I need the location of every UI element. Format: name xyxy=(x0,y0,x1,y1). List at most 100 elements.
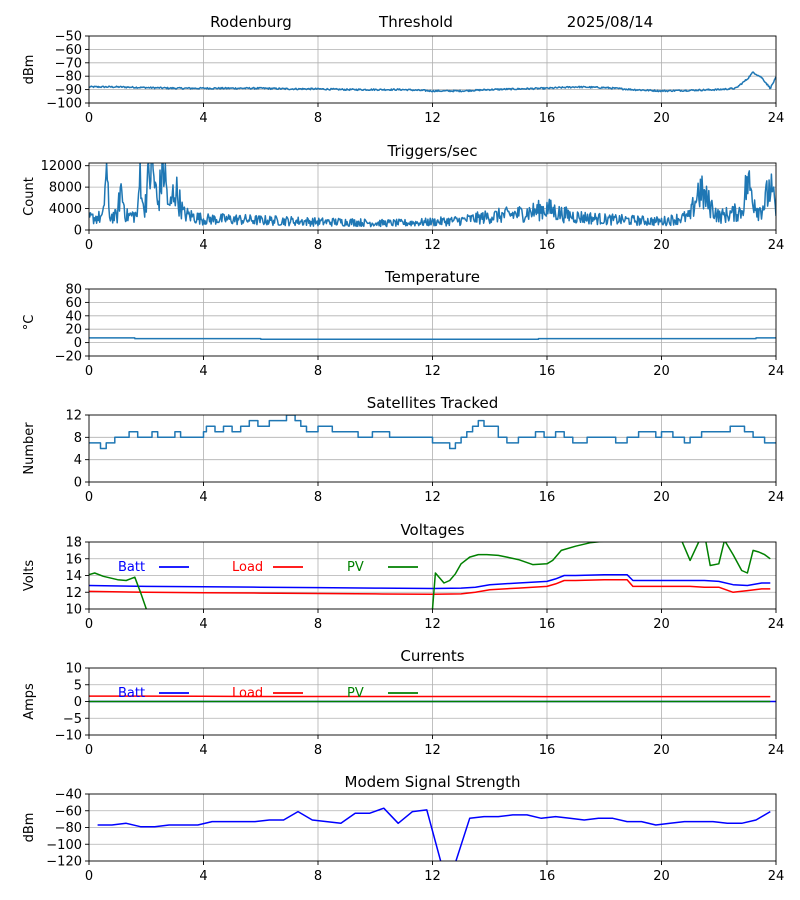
x-tick-label: 24 xyxy=(768,617,785,632)
y-tick-label: 0 xyxy=(74,476,82,491)
x-tick-label: 0 xyxy=(85,238,93,253)
y-tick-label: 60 xyxy=(65,296,82,311)
x-tick-label: 20 xyxy=(653,111,670,126)
x-tick-label: 20 xyxy=(653,238,670,253)
x-tick-label: 4 xyxy=(199,238,207,253)
series-group xyxy=(97,807,771,861)
panel-triggers: 0 4 8 12 16 20 24 0 4000 8000 12000 Triggers/sec Cou… xyxy=(22,142,785,253)
x-tick-label: 16 xyxy=(539,869,556,884)
y-tick-label: −20 xyxy=(55,350,82,365)
x-tick-label: 12 xyxy=(424,111,441,126)
series-group xyxy=(89,71,776,93)
legend-label-pv: PV xyxy=(347,686,364,701)
series-line-temperature xyxy=(89,337,776,341)
legend-label-batt: Batt xyxy=(118,560,145,575)
panel-signal: 0 4 8 12 16 20 24 −100−90−80−70−60−50 dBm xyxy=(22,30,784,127)
x-tick-label: 24 xyxy=(768,743,785,758)
series-line-satellites xyxy=(89,415,776,450)
x-tick-label: 12 xyxy=(424,490,441,505)
y-tick-label: 12 xyxy=(65,586,82,601)
x-tick-label: 4 xyxy=(199,869,207,884)
y-tick-label: 18 xyxy=(65,536,82,551)
x-tick-label: 24 xyxy=(768,111,785,126)
x-tick-label: 16 xyxy=(539,364,556,379)
x-tick-label: 20 xyxy=(653,490,670,505)
y-axis-label: Count xyxy=(22,177,37,216)
x-tick-label: 0 xyxy=(85,869,93,884)
x-tick-label: 4 xyxy=(199,364,207,379)
chart-title: Currents xyxy=(400,647,464,665)
x-tick-label: 12 xyxy=(424,364,441,379)
x-tick-label: 16 xyxy=(539,238,556,253)
x-tick-label: 0 xyxy=(85,743,93,758)
x-tick-label: 24 xyxy=(768,869,785,884)
x-tick-label: 0 xyxy=(85,490,93,505)
legend-label-load: Load xyxy=(232,560,263,575)
y-tick-label: 4000 xyxy=(49,202,82,217)
x-tick-label: 0 xyxy=(85,111,93,126)
panel-modem: 0 4 8 12 16 20 24 −120 −100 −80 −60−40 Modem Signal… xyxy=(22,773,784,884)
panel-currents: 0 4 8 12 16 20 24 −10 −5 0 510 Currents Amps Batt Load… xyxy=(22,647,784,758)
y-tick-label: 40 xyxy=(65,309,82,324)
y-tick-label: −100 xyxy=(46,97,82,112)
series-line-modem xyxy=(97,807,771,861)
series-line-batt xyxy=(89,573,771,590)
x-tick-label: 8 xyxy=(314,743,322,758)
chart-title: Voltages xyxy=(400,521,464,539)
y-tick-label: 14 xyxy=(65,569,82,584)
chart-title: Temperature xyxy=(384,268,480,286)
header-date: 2025/08/14 xyxy=(567,13,653,31)
x-tick-label: 8 xyxy=(314,869,322,884)
y-tick-label: −80 xyxy=(55,70,82,85)
x-tick-label: 16 xyxy=(539,617,556,632)
y-axis-label: Volts xyxy=(22,560,37,592)
x-tick-label: 4 xyxy=(199,743,207,758)
panel-satellites: 0 4 8 12 16 20 24 0 4 8 12 Satellites Tracked Number xyxy=(22,394,784,505)
header-mode: Threshold xyxy=(378,13,453,31)
y-tick-label: 8 xyxy=(74,431,82,446)
y-tick-label: 12000 xyxy=(41,159,82,174)
x-tick-label: 16 xyxy=(539,743,556,758)
legend-label-pv: PV xyxy=(347,560,364,575)
y-axis-label: dBm xyxy=(22,813,37,843)
y-tick-label: 8000 xyxy=(49,181,82,196)
x-tick-label: 12 xyxy=(424,743,441,758)
series-line-pv xyxy=(89,542,771,609)
x-tick-label: 12 xyxy=(424,869,441,884)
y-tick-label: 10 xyxy=(65,603,82,618)
x-tick-label: 12 xyxy=(424,617,441,632)
x-tick-label: 24 xyxy=(768,238,785,253)
y-axis-label: Number xyxy=(22,422,37,475)
y-tick-label: 5 xyxy=(74,678,82,693)
x-tick-label: 24 xyxy=(768,490,785,505)
x-tick-label: 8 xyxy=(314,111,322,126)
x-tick-label: 0 xyxy=(85,364,93,379)
y-tick-label: −10 xyxy=(55,729,82,744)
x-tick-label: 20 xyxy=(653,364,670,379)
series-group xyxy=(89,415,776,450)
chart-title: Triggers/sec xyxy=(387,142,478,160)
series-group xyxy=(89,542,771,609)
x-tick-label: 4 xyxy=(199,111,207,126)
x-tick-label: 8 xyxy=(314,238,322,253)
x-tick-label: 4 xyxy=(199,490,207,505)
y-tick-label: −120 xyxy=(46,855,82,870)
y-tick-label: 4 xyxy=(74,453,82,468)
y-axis-label: Amps xyxy=(22,683,37,720)
x-tick-label: 12 xyxy=(424,238,441,253)
y-tick-label: 20 xyxy=(65,323,82,338)
header-station: Rodenburg xyxy=(210,13,292,31)
y-axis-label: dBm xyxy=(22,55,37,85)
y-tick-label: −100 xyxy=(46,838,82,853)
x-tick-label: 0 xyxy=(85,617,93,632)
series-group xyxy=(89,163,776,228)
y-tick-label: −70 xyxy=(55,56,82,71)
y-tick-label: −80 xyxy=(55,821,82,836)
series-group xyxy=(89,695,776,703)
x-tick-label: 8 xyxy=(314,617,322,632)
x-tick-label: 20 xyxy=(653,869,670,884)
